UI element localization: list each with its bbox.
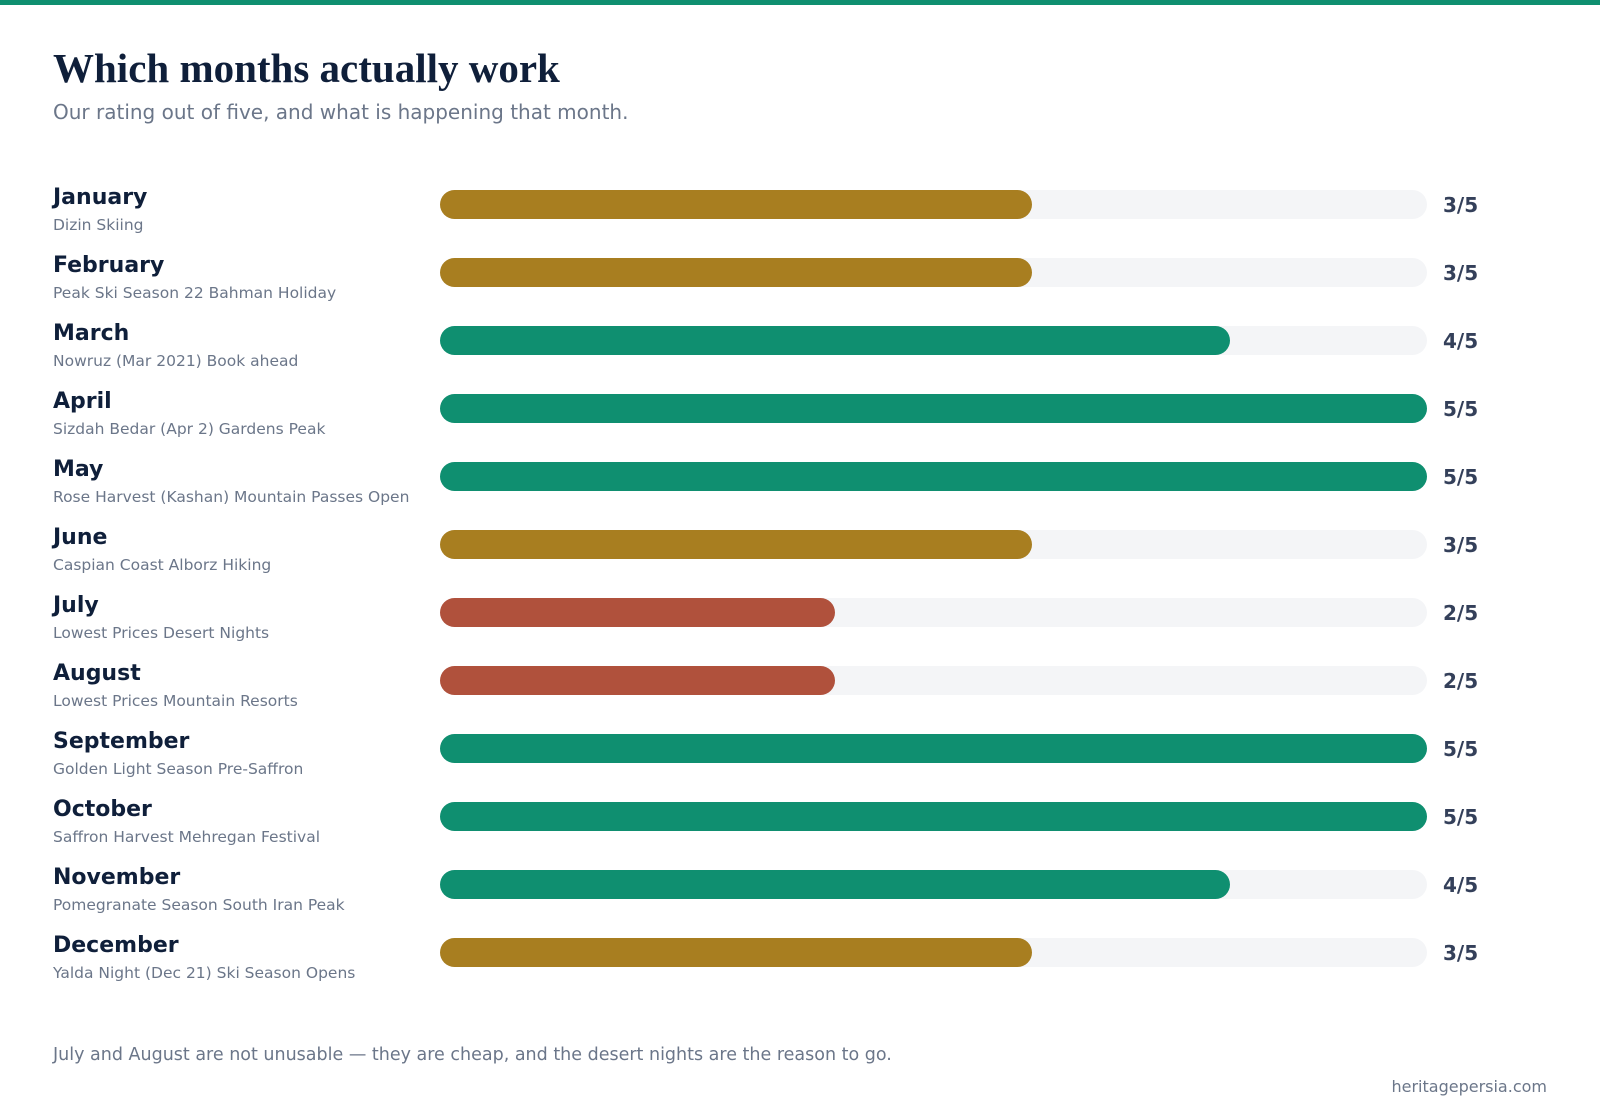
page-title: Which months actually work (53, 45, 560, 91)
rating-value-label: 3/5 (1443, 193, 1479, 217)
rating-bar (440, 598, 835, 627)
month-row: November Pomegranate Season South Iran Pe… (0, 865, 1600, 933)
rating-value-label: 5/5 (1443, 737, 1479, 761)
rating-bar (440, 802, 1427, 831)
month-row: April Sizdah Bedar (Apr 2) Gardens Peak 5/… (0, 389, 1600, 457)
month-row: October Saffron Harvest Mehregan Festival… (0, 797, 1600, 865)
month-note: Dizin Skiing (53, 216, 144, 234)
month-label: January (53, 185, 148, 210)
month-label: July (53, 593, 99, 618)
month-label: March (53, 321, 130, 346)
rating-bar (440, 462, 1427, 491)
bar-track (440, 666, 1427, 695)
month-note: Sizdah Bedar (Apr 2) Gardens Peak (53, 420, 326, 438)
month-row: December Yalda Night (Dec 21) Ski Season … (0, 933, 1600, 1001)
month-note: Pomegranate Season South Iran Peak (53, 896, 345, 914)
rating-value-label: 4/5 (1443, 873, 1479, 897)
rating-value-label: 2/5 (1443, 669, 1479, 693)
month-note: Peak Ski Season 22 Bahman Holiday (53, 284, 337, 302)
top-accent-rule (0, 0, 1600, 5)
bar-track (440, 530, 1427, 559)
bar-track (440, 938, 1427, 967)
month-label: November (53, 865, 181, 890)
rating-bar (440, 394, 1427, 423)
bar-track (440, 258, 1427, 287)
source-credit: heritagepersia.com (1391, 1077, 1547, 1096)
page-subtitle: Our rating out of five, and what is happ… (53, 100, 629, 124)
month-row: July Lowest Prices Desert Nights 2/5 (0, 593, 1600, 661)
month-note: Yalda Night (Dec 21) Ski Season Opens (53, 964, 356, 982)
rating-bar (440, 870, 1230, 899)
bar-track (440, 326, 1427, 355)
bar-track (440, 462, 1427, 491)
bar-track (440, 190, 1427, 219)
month-row: February Peak Ski Season 22 Bahman Holida… (0, 253, 1600, 321)
month-label: February (53, 253, 165, 278)
month-note: Golden Light Season Pre-Saffron (53, 760, 304, 778)
rating-bar (440, 190, 1033, 219)
bar-track (440, 734, 1427, 763)
bar-track (440, 598, 1427, 627)
rating-bar (440, 258, 1033, 287)
month-label: December (53, 933, 179, 958)
month-note: Nowruz (Mar 2021) Book ahead (53, 352, 299, 370)
rating-value-label: 5/5 (1443, 397, 1479, 421)
rating-bar (440, 666, 835, 695)
rating-value-label: 3/5 (1443, 533, 1479, 557)
month-label: October (53, 797, 152, 822)
bar-track (440, 394, 1427, 423)
month-row: January Dizin Skiing 3/5 (0, 185, 1600, 253)
rating-bar (440, 326, 1230, 355)
bar-track (440, 802, 1427, 831)
rating-value-label: 2/5 (1443, 601, 1479, 625)
rating-value-label: 5/5 (1443, 465, 1479, 489)
rating-bar (440, 938, 1033, 967)
bar-track (440, 870, 1427, 899)
month-row: September Golden Light Season Pre-Saffron… (0, 729, 1600, 797)
month-note: Saffron Harvest Mehregan Festival (53, 828, 321, 846)
month-label: August (53, 661, 141, 686)
month-note: Lowest Prices Desert Nights (53, 624, 270, 642)
rating-value-label: 4/5 (1443, 329, 1479, 353)
month-row: March Nowruz (Mar 2021) Book ahead 4/5 (0, 321, 1600, 389)
month-row: May Rose Harvest (Kashan) Mountain Passes… (0, 457, 1600, 525)
rating-bar (440, 530, 1033, 559)
month-note: Rose Harvest (Kashan) Mountain Passes Op… (53, 488, 410, 506)
rating-value-label: 3/5 (1443, 261, 1479, 285)
month-note: Lowest Prices Mountain Resorts (53, 692, 298, 710)
rating-value-label: 5/5 (1443, 805, 1479, 829)
month-label: May (53, 457, 104, 482)
month-label: September (53, 729, 190, 754)
month-label: June (53, 525, 108, 550)
month-note: Caspian Coast Alborz Hiking (53, 556, 272, 574)
footnote: July and August are not unusable — they … (53, 1045, 892, 1065)
month-row: August Lowest Prices Mountain Resorts 2/5 (0, 661, 1600, 729)
month-label: April (53, 389, 112, 414)
rating-value-label: 3/5 (1443, 941, 1479, 965)
rating-bar (440, 734, 1427, 763)
month-row: June Caspian Coast Alborz Hiking 3/5 (0, 525, 1600, 593)
